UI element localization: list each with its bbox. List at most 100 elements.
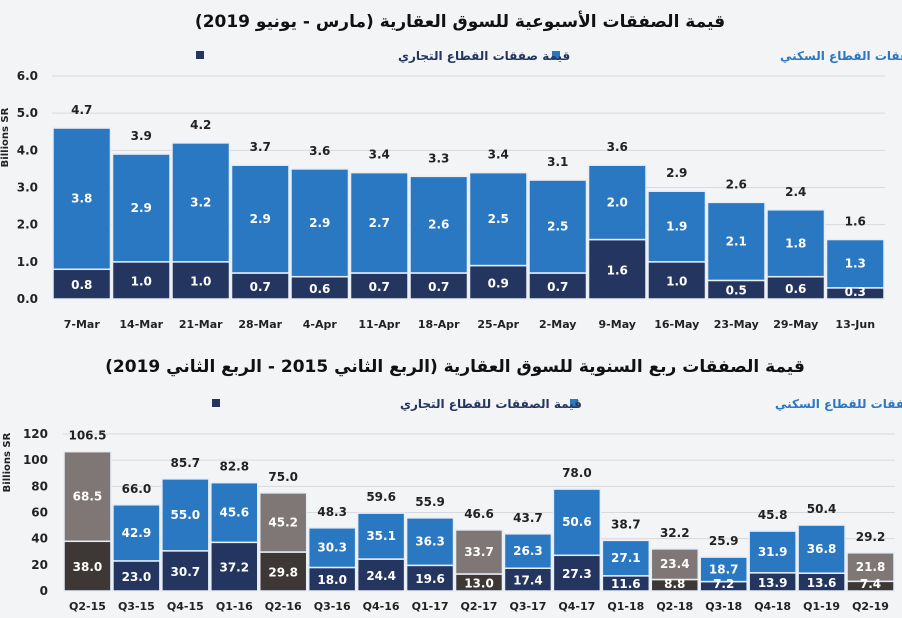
- data-label-residential: 2.5: [488, 212, 509, 226]
- bar-residential: [349, 171, 409, 274]
- x-tick-label: Q2-17: [461, 600, 498, 613]
- data-label-residential: 50.6: [562, 515, 592, 529]
- data-label-total: 78.0: [562, 466, 592, 480]
- bar-residential: [454, 529, 504, 575]
- bar-residential: [409, 175, 469, 274]
- data-label-commercial: 1.0: [190, 274, 211, 288]
- data-label-total: 2.4: [785, 185, 806, 199]
- y-tick-label: 20: [31, 558, 48, 572]
- bar-residential: [356, 512, 406, 560]
- data-label-total: 48.3: [317, 505, 347, 519]
- bar-residential: [230, 164, 290, 274]
- data-label-commercial: 0.7: [369, 280, 390, 294]
- data-label-total: 45.8: [758, 508, 788, 522]
- data-label-total: 3.9: [131, 129, 152, 143]
- bar-residential: [825, 238, 885, 289]
- data-label-residential: 2.1: [726, 234, 747, 248]
- x-tick-label: Q3-17: [509, 600, 546, 613]
- data-label-residential: 55.0: [171, 508, 201, 522]
- data-label-commercial: 0.7: [547, 280, 568, 294]
- data-label-residential: 2.9: [131, 201, 152, 215]
- data-label-commercial: 0.6: [309, 282, 330, 296]
- bar-residential: [111, 153, 171, 263]
- data-label-residential: 31.9: [758, 545, 788, 559]
- data-label-residential: 2.0: [607, 195, 628, 209]
- bar-commercial: [349, 272, 409, 300]
- x-tick-label: 9-May: [599, 318, 636, 331]
- data-label-commercial: 27.3: [562, 567, 592, 581]
- x-tick-label: Q4-15: [167, 600, 204, 613]
- x-tick-label: Q3-18: [705, 600, 742, 613]
- data-label-total: 55.9: [415, 495, 445, 509]
- data-label-commercial: 19.6: [415, 572, 445, 586]
- data-label-commercial: 8.8: [664, 577, 685, 591]
- bar-commercial: [468, 264, 528, 300]
- data-label-residential: 2.7: [369, 216, 390, 230]
- data-label-residential: 3.8: [71, 192, 92, 206]
- legend-swatch-commercial: [196, 51, 204, 59]
- y-tick-label: 80: [31, 479, 48, 493]
- data-label-residential: 3.2: [190, 195, 211, 209]
- data-label-residential: 45.2: [268, 515, 298, 529]
- data-label-total: 32.2: [660, 526, 690, 540]
- data-label-residential: 21.8: [856, 560, 886, 574]
- x-tick-label: Q1-18: [607, 600, 644, 613]
- data-label-total: 3.3: [428, 151, 449, 165]
- data-label-residential: 68.5: [73, 489, 103, 503]
- x-tick-label: Q1-16: [216, 600, 253, 613]
- data-label-total: 4.7: [71, 103, 92, 117]
- data-label-total: 106.5: [68, 429, 106, 443]
- data-label-residential: 2.6: [428, 218, 449, 232]
- data-label-residential: 36.8: [807, 542, 837, 556]
- data-label-total: 29.2: [856, 530, 886, 544]
- legend-swatch-commercial: [212, 399, 220, 407]
- x-tick-label: Q2-19: [852, 600, 889, 613]
- data-label-total: 3.1: [547, 155, 568, 169]
- y-tick-label: 4.0: [17, 143, 38, 157]
- bar-residential: [706, 201, 766, 282]
- data-label-total: 82.8: [219, 460, 249, 474]
- bar-residential: [171, 142, 231, 263]
- data-label-residential: 18.7: [709, 562, 739, 576]
- data-label-total: 43.7: [513, 511, 543, 525]
- x-tick-label: 14-Mar: [119, 318, 163, 331]
- y-tick-label: 0.0: [17, 292, 38, 306]
- bar-commercial: [552, 554, 602, 592]
- data-label-residential: 1.3: [845, 257, 866, 271]
- data-label-commercial: 13.6: [807, 576, 837, 590]
- y-tick-label: 6.0: [17, 69, 38, 83]
- data-label-total: 66.0: [122, 482, 152, 496]
- bar-commercial: [409, 272, 469, 300]
- data-label-total: 4.2: [190, 118, 211, 132]
- x-tick-label: 23-May: [714, 318, 759, 331]
- bar-commercial: [587, 238, 647, 300]
- x-tick-label: 18-Apr: [418, 318, 460, 331]
- data-label-commercial: 1.0: [131, 274, 152, 288]
- data-label-commercial: 23.0: [122, 570, 152, 584]
- bar-residential: [52, 127, 112, 271]
- data-label-commercial: 0.6: [785, 282, 806, 296]
- x-tick-label: 28-Mar: [238, 318, 282, 331]
- y-tick-label: 100: [23, 453, 48, 467]
- data-label-total: 3.6: [309, 144, 330, 158]
- data-label-residential: 45.6: [219, 506, 249, 520]
- x-tick-label: Q2-15: [69, 600, 106, 613]
- data-label-commercial: 0.5: [726, 284, 747, 298]
- data-label-commercial: 18.0: [317, 573, 347, 587]
- bar-residential: [797, 524, 846, 574]
- legend-label-residential: قيمة الصفقات للقطاع السكني: [775, 397, 902, 411]
- legend-label-residential: قيمة صفقات القطاع السكني: [780, 49, 902, 63]
- data-label-commercial: 37.2: [219, 561, 249, 575]
- y-tick-label: 40: [31, 532, 48, 546]
- data-label-residential: 30.3: [317, 541, 347, 555]
- bar-residential: [528, 179, 588, 274]
- bar-residential: [307, 527, 357, 569]
- data-label-total: 25.9: [709, 534, 739, 548]
- bar-residential: [468, 171, 528, 267]
- data-label-commercial: 38.0: [73, 560, 103, 574]
- legend-label-commercial: قيمة الصفقات للقطاع التجاري: [400, 397, 582, 411]
- x-tick-label: 16-May: [654, 318, 699, 331]
- data-label-commercial: 29.8: [268, 566, 298, 580]
- data-label-residential: 27.1: [611, 551, 641, 565]
- x-tick-label: Q4-18: [754, 600, 791, 613]
